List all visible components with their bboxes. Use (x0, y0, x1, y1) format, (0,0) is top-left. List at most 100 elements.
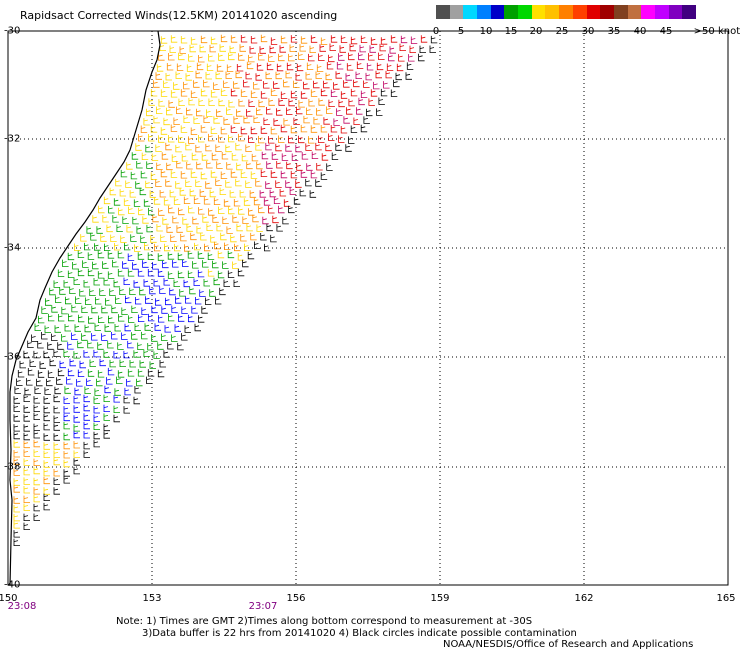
wind-barb (170, 170, 178, 178)
wind-barb (303, 81, 310, 90)
wind-barb (276, 63, 284, 72)
wind-barb (300, 36, 308, 44)
wind-barb (155, 298, 162, 306)
wind-barb (43, 433, 50, 441)
wind-barb (181, 306, 188, 314)
wind-barb (338, 53, 345, 61)
wind-barb (395, 72, 402, 81)
wind-barb (248, 99, 255, 107)
wind-barb (63, 451, 70, 459)
wind-barb (330, 35, 338, 43)
wind-barb (280, 124, 288, 133)
wind-barb (385, 70, 392, 79)
wind-barb (98, 205, 105, 214)
wind-barb (47, 370, 55, 378)
wind-barb (198, 315, 205, 323)
wind-barb (360, 124, 368, 133)
wind-barb (315, 179, 322, 187)
wind-barb (58, 314, 65, 322)
wind-barb (333, 118, 340, 126)
wind-barb (187, 270, 195, 278)
wind-barb (295, 144, 302, 153)
wind-barb (223, 117, 230, 125)
wind-barb (134, 323, 141, 331)
wind-barb (270, 170, 278, 178)
wind-barb (256, 63, 264, 71)
wind-barb (23, 414, 30, 422)
wind-barb (356, 107, 363, 115)
wind-barb (130, 171, 138, 180)
wind-barb (83, 394, 90, 403)
wind-barb (220, 232, 227, 241)
wind-barb (178, 207, 185, 216)
wind-barb (228, 52, 235, 61)
wind-barb (188, 54, 195, 62)
wind-barb (358, 97, 365, 106)
wind-barb (140, 235, 147, 243)
wind-barb (285, 180, 292, 188)
wind-barb (246, 223, 253, 232)
wind-barb (193, 196, 201, 204)
wind-barb (87, 268, 95, 277)
wind-barb (205, 72, 212, 80)
wind-barb (393, 79, 400, 88)
wind-barb (107, 251, 115, 259)
wind-barb (83, 431, 90, 439)
wind-barb (94, 323, 101, 331)
wind-barb (104, 324, 111, 332)
wind-barb (227, 270, 235, 278)
wind-barb (106, 224, 113, 233)
wind-barb (340, 35, 348, 43)
wind-barb (285, 70, 292, 79)
wind-barb (43, 460, 50, 468)
wind-barb (98, 315, 105, 323)
wind-barb (149, 286, 156, 295)
wind-barb (330, 89, 338, 97)
colorbar-segment (463, 5, 478, 19)
wind-barb (348, 98, 355, 107)
wind-barb (54, 386, 61, 395)
wind-barb (63, 421, 70, 430)
wind-barb (220, 88, 228, 96)
wind-barb (281, 153, 289, 161)
wind-barb (240, 234, 247, 242)
wind-barb (193, 116, 200, 124)
wind-barb (71, 332, 78, 340)
wind-barb (123, 395, 130, 404)
wind-barb (93, 406, 100, 414)
wind-barb (223, 80, 230, 88)
wind-barb (211, 152, 219, 161)
wind-barb (150, 172, 158, 180)
wind-barb (37, 370, 45, 378)
wind-barb (226, 107, 233, 115)
wind-barb (158, 53, 165, 61)
wind-barb (83, 413, 90, 421)
wind-barb (73, 458, 80, 466)
wind-barb (190, 170, 198, 178)
wind-barb (236, 223, 243, 232)
wind-barb (57, 368, 65, 377)
wind-barb (390, 35, 398, 43)
wind-barb (170, 234, 177, 242)
wind-barb (358, 52, 365, 61)
wind-barb (33, 350, 40, 359)
wind-barb (192, 216, 199, 225)
wind-barb (316, 108, 323, 116)
wind-barb (250, 232, 257, 241)
wind-barb (166, 225, 173, 233)
wind-barb (100, 234, 107, 242)
wind-barb (93, 278, 100, 286)
wind-barb (279, 189, 287, 197)
wind-barb (201, 306, 208, 314)
wind-barb (56, 377, 63, 385)
wind-barb (198, 55, 205, 63)
wind-barb (126, 379, 133, 387)
wind-barb (23, 486, 30, 494)
wind-barb (93, 396, 100, 404)
wind-barb (43, 493, 50, 501)
wind-barb (177, 270, 185, 279)
wind-barb (366, 108, 373, 117)
wind-barb (185, 142, 192, 151)
wind-barb (418, 53, 425, 62)
wind-barb (127, 369, 135, 377)
